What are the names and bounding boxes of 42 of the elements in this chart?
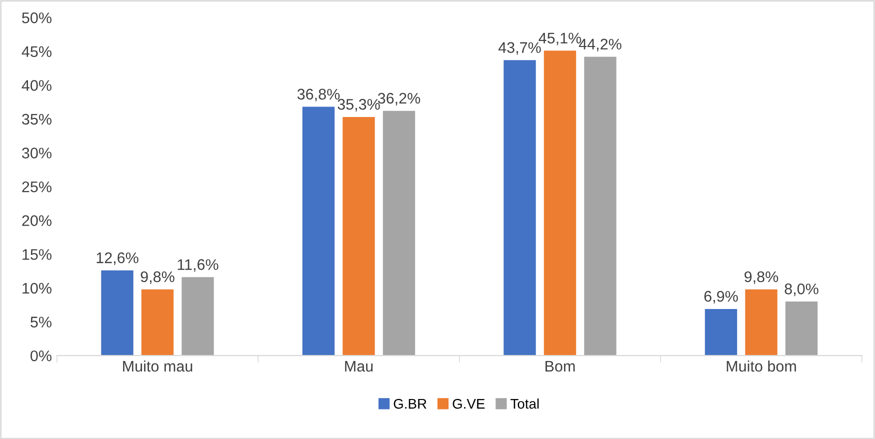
data-label: 36,8% [297,88,340,102]
bar [584,56,616,356]
bar [141,289,174,356]
data-label: 45,1% [538,32,582,46]
data-label: 11,6% [178,259,218,272]
y-tick-label: 5% [30,316,52,328]
y-tick-label: 35% [22,114,52,125]
bar [342,116,375,356]
y-tick-label: 20% [22,215,52,226]
legend-label: Total [510,398,539,409]
x-tick-label: Muito bom [726,360,796,372]
data-label: 12,6% [96,252,138,266]
data-label: 9,8% [140,271,174,284]
data-label: 36,2% [378,92,420,106]
bar [504,60,536,356]
x-tick-label: Bom [546,361,575,372]
bar [101,270,134,356]
bar [745,289,778,356]
y-tick-label: 15% [22,249,52,260]
bar [302,106,335,356]
data-label: 8,0% [784,284,818,296]
legend-label: G.VE [452,398,485,409]
y-tick-label: 40% [22,80,52,91]
y-tick-label: 25% [22,181,52,192]
data-label: 43,7% [498,42,541,55]
y-tick-label: 45% [22,46,52,58]
y-tick-label: 30% [22,148,52,158]
bar [182,277,214,356]
x-tick-label: Muito mau [123,360,192,372]
bar [704,308,738,356]
data-label: 6,9% [704,290,738,304]
y-tick-label: 0% [30,350,52,362]
x-tick-label: Mau [345,361,373,372]
data-label: 44,2% [578,38,622,52]
bar [544,50,576,356]
y-tick-label: 50% [22,12,52,24]
bar [382,110,416,356]
bar [785,302,818,356]
data-label: 35,3% [338,98,380,112]
legend-label: G.BR [394,398,426,409]
data-label: 9,8% [744,271,778,284]
y-tick-label: 10% [22,282,52,294]
